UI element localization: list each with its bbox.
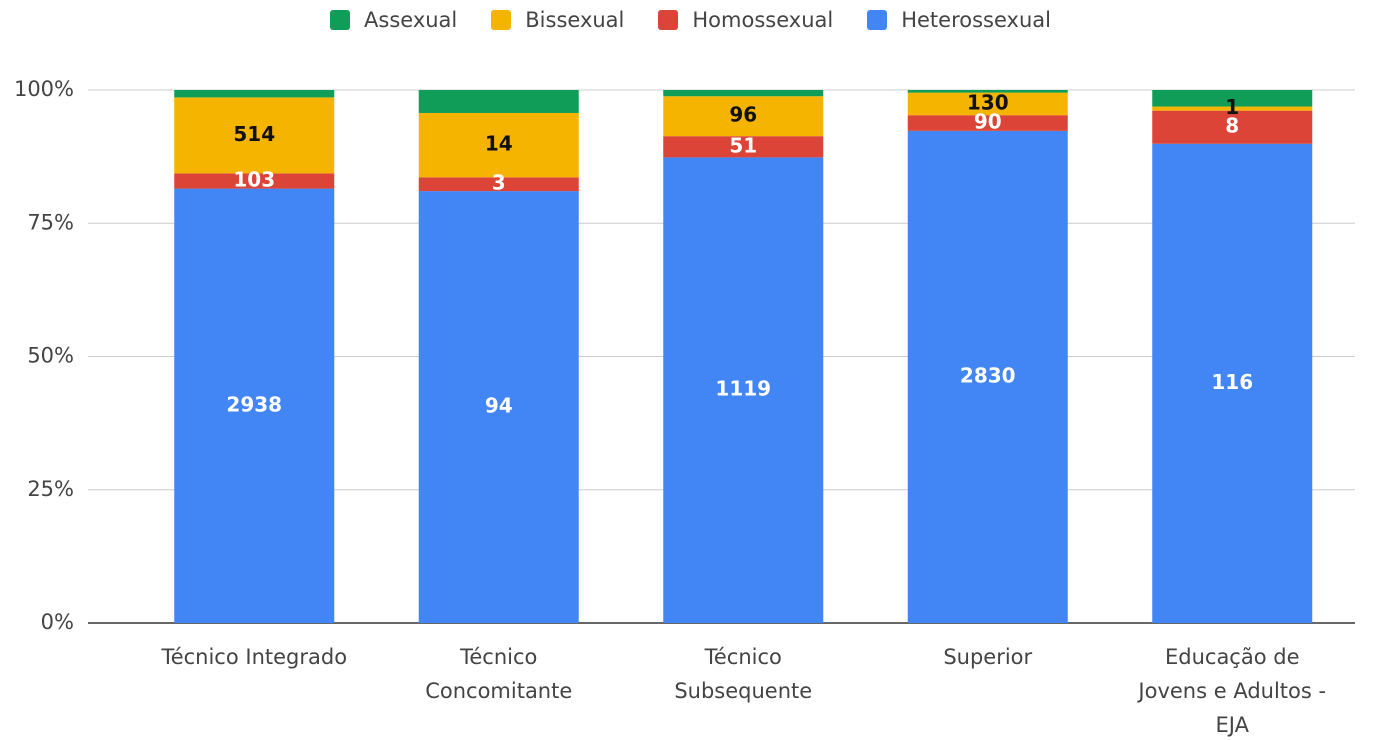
y-tick-label: 50%	[27, 344, 74, 368]
data-label: 2938	[226, 392, 282, 416]
x-tick-label: Superior	[943, 645, 1033, 669]
legend-item: Bissexual	[491, 8, 624, 32]
legend-label: Heterossexual	[901, 8, 1051, 32]
x-tick-label: Técnico Concomitante	[425, 645, 573, 703]
y-tick-label: 25%	[27, 477, 74, 501]
y-tick-label: 75%	[27, 210, 74, 234]
data-label: 2830	[960, 363, 1016, 387]
y-tick-label: 100%	[14, 77, 74, 101]
bar-segment	[418, 177, 579, 192]
data-label: 130	[967, 90, 1009, 114]
bar-segment	[174, 173, 335, 189]
bar-segment	[418, 191, 579, 623]
x-tick-label: Técnico Integrado	[161, 645, 348, 669]
bar-segment	[174, 97, 335, 174]
data-label: 51	[729, 133, 757, 157]
bar-segment	[907, 92, 1068, 116]
data-label: 8	[1225, 114, 1239, 138]
bar-segment	[1152, 106, 1313, 111]
bar-segment	[418, 90, 579, 113]
legend-item: Homossexual	[658, 8, 833, 32]
bar-segment	[174, 90, 335, 98]
bar-segment	[663, 157, 824, 623]
bar-segment	[1152, 143, 1313, 623]
legend-item: Heterossexual	[867, 8, 1051, 32]
legend-swatch	[491, 10, 512, 30]
bar-segment	[907, 130, 1068, 624]
bar-segment	[907, 115, 1068, 131]
x-tick-label: Técnico Subsequente	[674, 645, 813, 703]
data-label: 103	[233, 168, 275, 192]
bar-segment	[174, 188, 335, 623]
data-label: 1	[1225, 95, 1239, 119]
bar-segment	[663, 90, 824, 97]
data-label: 96	[729, 103, 757, 127]
data-label: 90	[974, 110, 1002, 134]
data-label: 14	[485, 132, 513, 156]
bar-segment	[418, 112, 579, 178]
legend-swatch	[658, 10, 679, 30]
legend-label: Homossexual	[692, 8, 834, 32]
data-label: 116	[1211, 370, 1253, 394]
y-tick-label: 0%	[41, 610, 74, 634]
legend-swatch	[330, 10, 351, 30]
x-tick-label: Educação de Jovens e Adultos - EJA	[1138, 645, 1327, 737]
bar-segment	[663, 136, 824, 158]
data-label: 514	[233, 122, 275, 146]
data-label: 1119	[715, 377, 771, 401]
bar-segment	[907, 90, 1068, 93]
legend-item: Assexual	[330, 8, 457, 32]
legend-label: Assexual	[364, 8, 458, 32]
data-label: 3	[492, 171, 506, 195]
legend-label: Bissexual	[525, 8, 625, 32]
bar-segment	[663, 96, 824, 137]
data-label: 94	[485, 394, 513, 418]
legend-swatch	[867, 10, 888, 30]
bar-segment	[1152, 110, 1313, 144]
legend: Assexual Bissexual Homossexual Heterossexua…	[0, 8, 1381, 32]
bar-segment	[1152, 90, 1313, 107]
